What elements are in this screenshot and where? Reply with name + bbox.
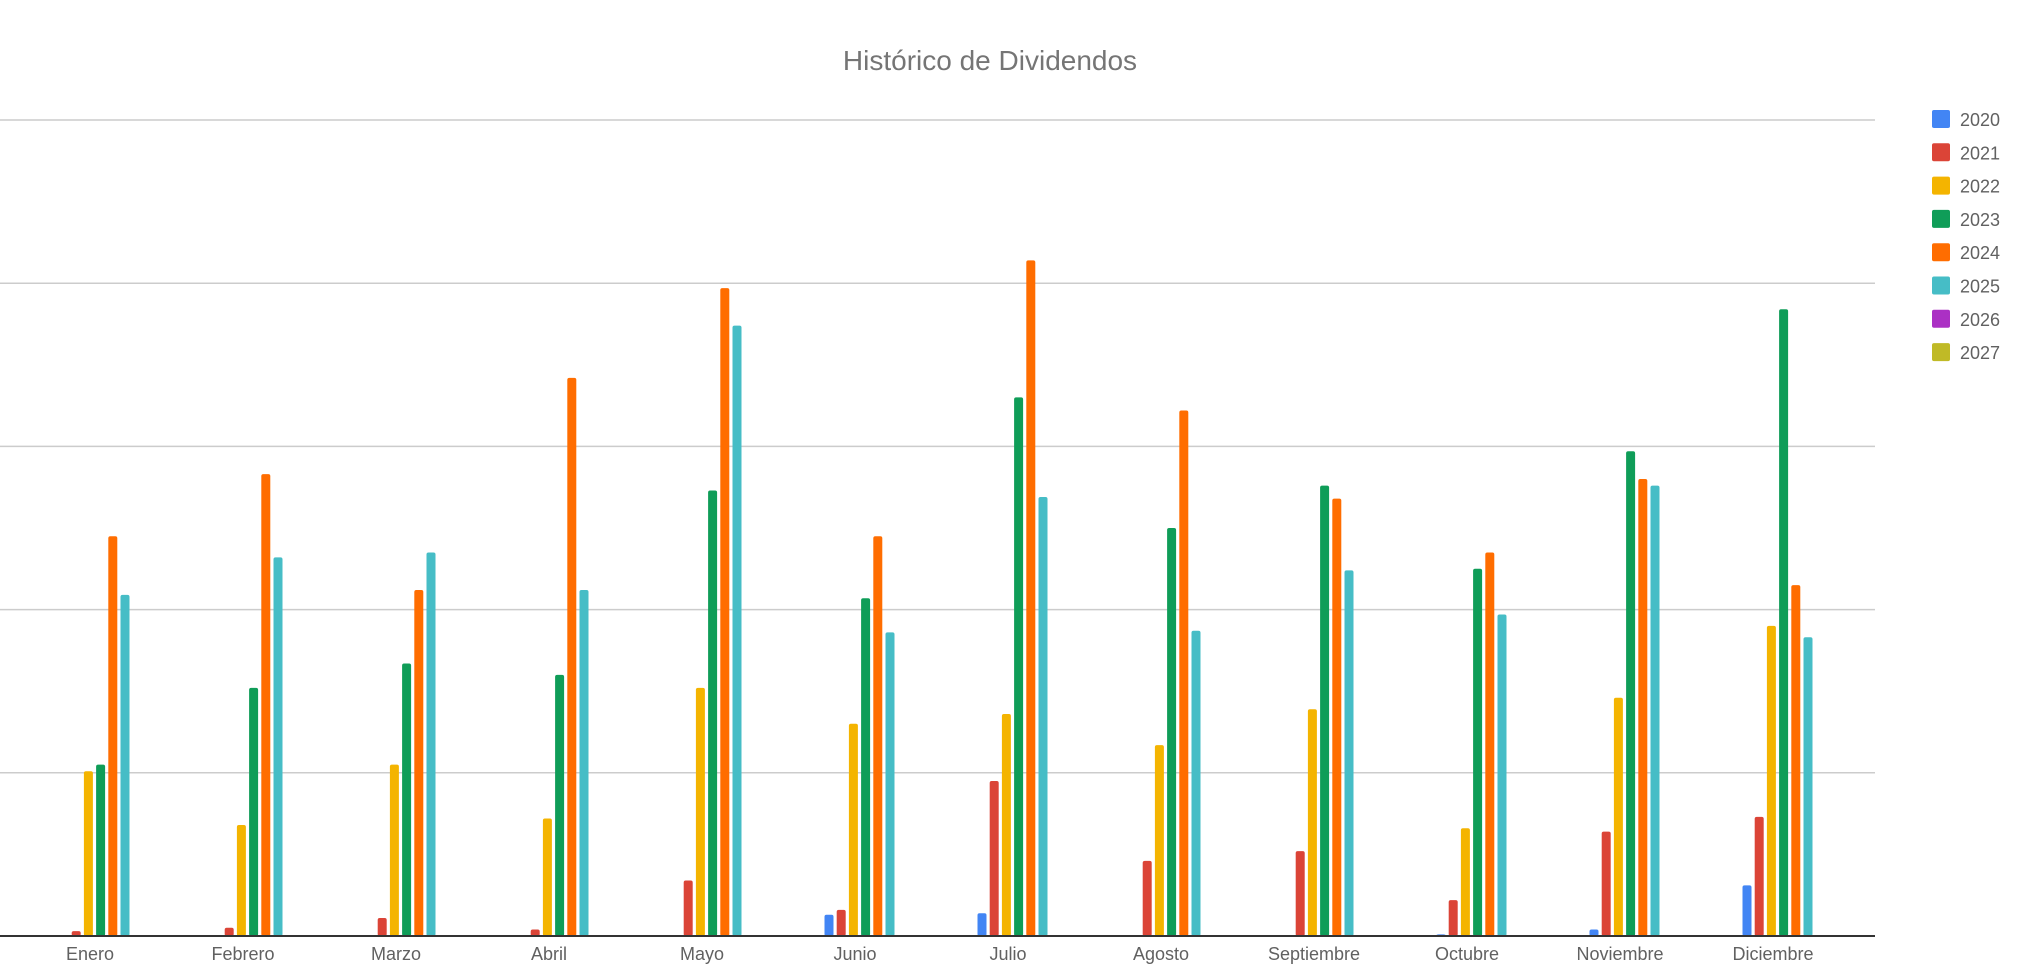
bar-2024-junio — [873, 536, 883, 936]
bar-2025-julio — [1038, 497, 1048, 936]
legend-label-2021: 2021 — [1960, 143, 2000, 163]
bar-2025-septiembre — [1344, 570, 1354, 936]
bar-2023-abril — [555, 674, 565, 936]
legend-swatch-2022 — [1932, 176, 1950, 195]
bar-2023-diciembre — [1779, 309, 1789, 936]
legend-swatch-2021 — [1932, 143, 1950, 162]
bar-2023-septiembre — [1320, 485, 1330, 936]
bar-2025-agosto — [1191, 630, 1201, 936]
bar-2023-mayo — [708, 490, 718, 936]
bar-2021-marzo — [377, 918, 387, 936]
legend: 2020 2021 2022 2023 2024 2025 2026 2027 — [1932, 110, 2000, 363]
bar-2023-agosto — [1167, 528, 1177, 936]
x-axis-ticks: Enero Febrero Marzo Abril Mayo Junio Julio Agos… — [66, 944, 1814, 964]
bar-2021-mayo — [683, 880, 693, 936]
x-tick-label: Abril — [531, 944, 567, 964]
bar-2023-junio — [861, 598, 871, 936]
bar-2022-mayo — [695, 687, 705, 936]
bar-2024-abril — [567, 377, 577, 936]
bar-2023-julio — [1014, 397, 1024, 936]
bar-2022-junio — [848, 723, 858, 936]
bar-2022-marzo — [389, 764, 399, 936]
bar-2020-noviembre — [1589, 929, 1599, 936]
bar-2022-noviembre — [1613, 697, 1623, 936]
bar-2023-enero — [96, 764, 106, 936]
bar-2022-septiembre — [1307, 709, 1317, 936]
bar-2022-diciembre — [1766, 625, 1776, 936]
bar-2021-enero — [71, 931, 81, 936]
bar-2020-diciembre — [1742, 885, 1752, 936]
bar-2024-octubre — [1485, 552, 1495, 936]
bar-2023-marzo — [402, 663, 412, 936]
bar-2024-septiembre — [1332, 498, 1342, 936]
bar-2021-abril — [530, 929, 540, 936]
bars — [71, 260, 1813, 937]
bar-2021-octubre — [1448, 900, 1458, 936]
bar-2023-noviembre — [1626, 451, 1636, 936]
bar-2024-mayo — [720, 288, 730, 937]
x-tick-label: Enero — [66, 944, 114, 964]
bar-2020-julio — [977, 913, 987, 936]
bar-2025-junio — [885, 632, 895, 936]
bar-2021-junio — [836, 909, 846, 936]
x-tick-label: Noviembre — [1576, 944, 1663, 964]
bar-2024-diciembre — [1791, 585, 1801, 936]
bar-2024-julio — [1026, 260, 1036, 936]
bar-2024-enero — [108, 536, 118, 936]
x-tick-label: Agosto — [1133, 944, 1189, 964]
legend-swatch-2024 — [1932, 243, 1950, 262]
x-tick-label: Febrero — [211, 944, 274, 964]
legend-swatch-2023 — [1932, 209, 1950, 228]
legend-label-2022: 2022 — [1960, 177, 2000, 197]
legend-label-2027: 2027 — [1960, 343, 2000, 363]
legend-swatch-2025 — [1932, 276, 1950, 295]
bar-2025-marzo — [426, 552, 436, 936]
bar-2025-noviembre — [1650, 485, 1660, 936]
bar-2021-diciembre — [1754, 816, 1764, 936]
bar-2021-agosto — [1142, 860, 1152, 936]
legend-label-2026: 2026 — [1960, 310, 2000, 330]
x-tick-label: Octubre — [1435, 944, 1499, 964]
x-tick-label: Diciembre — [1732, 944, 1813, 964]
x-tick-label: Mayo — [680, 944, 724, 964]
bar-2022-octubre — [1460, 828, 1470, 936]
bar-2023-octubre — [1473, 568, 1483, 936]
legend-swatch-2027 — [1932, 343, 1950, 362]
bar-2021-noviembre — [1601, 831, 1611, 936]
legend-label-2020: 2020 — [1960, 110, 2000, 130]
chart-title: Histórico de Dividendos — [843, 45, 1137, 76]
legend-label-2023: 2023 — [1960, 210, 2000, 230]
bar-2025-abril — [579, 590, 589, 936]
bar-2024-febrero — [261, 474, 271, 936]
bar-2025-mayo — [732, 325, 742, 937]
bar-2024-noviembre — [1638, 479, 1648, 936]
bar-2021-febrero — [224, 927, 234, 936]
legend-label-2024: 2024 — [1960, 243, 2000, 263]
bar-2025-octubre — [1497, 614, 1507, 936]
bar-2022-abril — [542, 818, 552, 936]
legend-label-2025: 2025 — [1960, 277, 2000, 297]
bar-2024-marzo — [414, 590, 424, 936]
bar-2025-enero — [120, 594, 130, 936]
bar-2024-agosto — [1179, 410, 1189, 936]
x-tick-label: Junio — [833, 944, 876, 964]
legend-swatch-2026 — [1932, 309, 1950, 328]
bar-2023-febrero — [249, 687, 259, 936]
bar-2022-enero — [83, 771, 93, 936]
bar-2021-septiembre — [1295, 851, 1305, 936]
grid-lines — [0, 119, 1875, 774]
x-tick-label: Septiembre — [1268, 944, 1360, 964]
bar-2025-febrero — [273, 557, 283, 936]
bar-2022-agosto — [1154, 745, 1164, 936]
legend-swatch-2020 — [1932, 110, 1950, 128]
x-tick-label: Marzo — [371, 944, 421, 964]
bar-2025-diciembre — [1803, 637, 1813, 936]
x-tick-label: Julio — [989, 944, 1026, 964]
bar-2022-julio — [1001, 714, 1011, 936]
bar-2020-junio — [824, 914, 834, 936]
bar-2021-julio — [989, 781, 999, 936]
bar-2022-febrero — [236, 825, 246, 936]
